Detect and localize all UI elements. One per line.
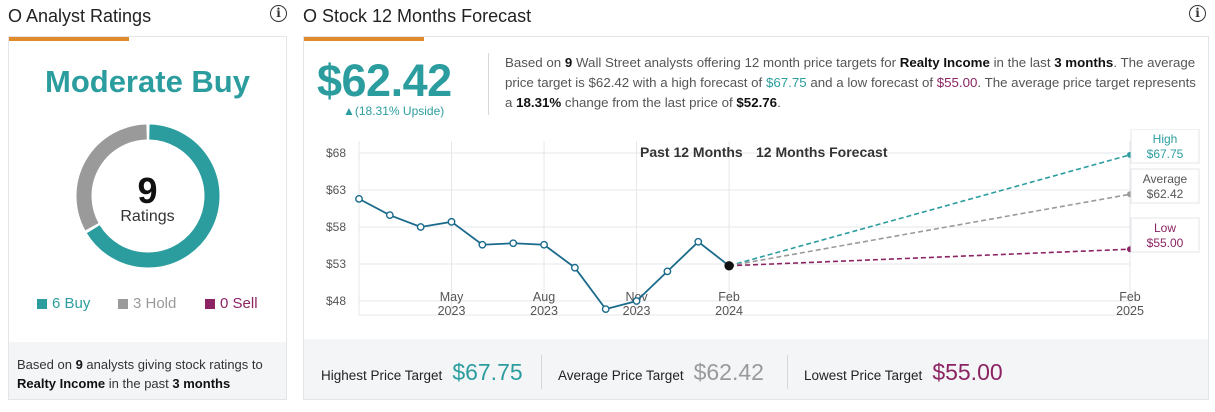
highest-value: $67.75 bbox=[452, 359, 523, 385]
card-accent-bar bbox=[304, 37, 424, 41]
consensus-rating: Moderate Buy bbox=[45, 64, 250, 99]
analyst-ratings-title: O Analyst Ratings bbox=[8, 6, 152, 26]
price-point[interactable] bbox=[632, 297, 641, 305]
sell-swatch bbox=[205, 298, 215, 309]
forecast-line-high bbox=[728, 154, 1131, 267]
legend-sell: 0 Sell bbox=[205, 295, 258, 312]
x-tick-year: 2023 bbox=[530, 304, 558, 318]
x-tick-month: Nov bbox=[625, 290, 648, 304]
x-tick-month: Aug bbox=[533, 290, 555, 304]
forecast-title: O Stock 12 Months Forecast bbox=[303, 6, 532, 26]
donut-segment-hold bbox=[76, 124, 148, 231]
legend-past: Past 12 Months bbox=[640, 144, 743, 160]
x-tick-year: 2023 bbox=[438, 304, 466, 318]
price-point[interactable] bbox=[478, 240, 487, 249]
legend-hold: 3 Hold bbox=[118, 295, 176, 312]
info-icon[interactable]: i bbox=[270, 5, 287, 22]
forecast-label-price: $62.42 bbox=[1147, 187, 1184, 201]
info-icon[interactable]: i bbox=[1189, 5, 1206, 22]
price-point[interactable] bbox=[540, 240, 548, 249]
lowest-price-target: Lowest Price Target $55.00 bbox=[804, 359, 1003, 386]
forecast-label-price: $67.75 bbox=[1147, 147, 1184, 161]
legend-sell-label: 0 Sell bbox=[220, 295, 258, 312]
price-point[interactable] bbox=[385, 211, 394, 220]
highest-label: Highest Price Target bbox=[321, 368, 443, 383]
divider bbox=[787, 355, 788, 389]
x-tick-year: 2025 bbox=[1116, 304, 1144, 318]
forecast-label-price: $55.00 bbox=[1147, 236, 1184, 250]
legend-buy-label: 6 Buy bbox=[52, 295, 91, 312]
y-tick-label: $53 bbox=[326, 257, 346, 271]
forecast-label-box-low bbox=[1130, 217, 1200, 253]
hold-swatch bbox=[118, 298, 128, 309]
legend-buy: 6 Buy bbox=[37, 295, 90, 312]
forecast-label-box-average bbox=[1130, 168, 1200, 204]
average-price-target: $62.42 bbox=[317, 55, 452, 106]
ratings-footnote: Based on 9 analysts giving stock ratings… bbox=[17, 357, 263, 391]
x-tick-year: 2024 bbox=[715, 304, 743, 318]
lowest-label: Lowest Price Target bbox=[804, 368, 923, 383]
forecast-summary: Based on 9 Wall Street analysts offering… bbox=[505, 55, 1196, 110]
x-tick-month: Feb bbox=[718, 290, 740, 304]
ratings-label: Ratings bbox=[120, 208, 175, 225]
legend-forecast: 12 Months Forecast bbox=[756, 144, 888, 160]
forecast-label-name: Average bbox=[1143, 172, 1188, 186]
average-value: $62.42 bbox=[693, 359, 764, 385]
y-tick-label: $58 bbox=[326, 220, 346, 234]
lowest-value: $55.00 bbox=[932, 359, 1003, 385]
forecast-line-average bbox=[728, 193, 1131, 267]
x-tick-month: May bbox=[440, 290, 464, 304]
y-tick-label: $68 bbox=[326, 146, 346, 160]
price-point[interactable] bbox=[416, 223, 425, 231]
price-point[interactable] bbox=[663, 267, 672, 276]
divider bbox=[488, 53, 489, 115]
forecast-label-name: High bbox=[1153, 132, 1178, 146]
ratings-donut-chart bbox=[76, 124, 220, 268]
card-accent-bar bbox=[9, 37, 129, 41]
y-tick-label: $63 bbox=[326, 183, 346, 197]
analyst-ratings-card: Moderate Buy 9 Ratings 6 Buy 3 Hold 0 Se… bbox=[8, 36, 287, 400]
average-label: Average Price Target bbox=[558, 368, 684, 383]
highest-price-target: Highest Price Target $67.75 bbox=[321, 359, 523, 386]
price-point[interactable] bbox=[447, 217, 456, 226]
x-tick-year: 2023 bbox=[623, 304, 651, 318]
price-point[interactable] bbox=[601, 305, 610, 314]
price-point[interactable] bbox=[509, 239, 518, 248]
divider bbox=[541, 355, 542, 389]
forecast-line-low bbox=[729, 248, 1131, 267]
x-tick-month: Feb bbox=[1119, 290, 1141, 304]
price-forecast-chart: $68$63$58$53$48 May2023Aug2023Nov2023Feb… bbox=[326, 129, 1200, 318]
price-point[interactable] bbox=[570, 263, 579, 272]
upside-percent: ▲(18.31% Upside) bbox=[343, 104, 445, 118]
forecast-label-name: Low bbox=[1154, 221, 1176, 235]
last-price-point[interactable] bbox=[724, 261, 734, 271]
price-point[interactable] bbox=[355, 194, 363, 203]
y-tick-label: $48 bbox=[326, 294, 346, 308]
legend-hold-label: 3 Hold bbox=[133, 295, 177, 312]
price-point[interactable] bbox=[694, 237, 703, 246]
forecast-label-box-high bbox=[1130, 129, 1200, 164]
buy-swatch bbox=[37, 298, 47, 309]
ratings-count: 9 bbox=[137, 170, 158, 211]
forecast-card: $62.42 ▲(18.31% Upside) Based on 9 Wall … bbox=[303, 36, 1209, 400]
donut-segment-buy bbox=[86, 124, 220, 268]
average-price-target-box: Average Price Target $62.42 bbox=[558, 359, 764, 386]
